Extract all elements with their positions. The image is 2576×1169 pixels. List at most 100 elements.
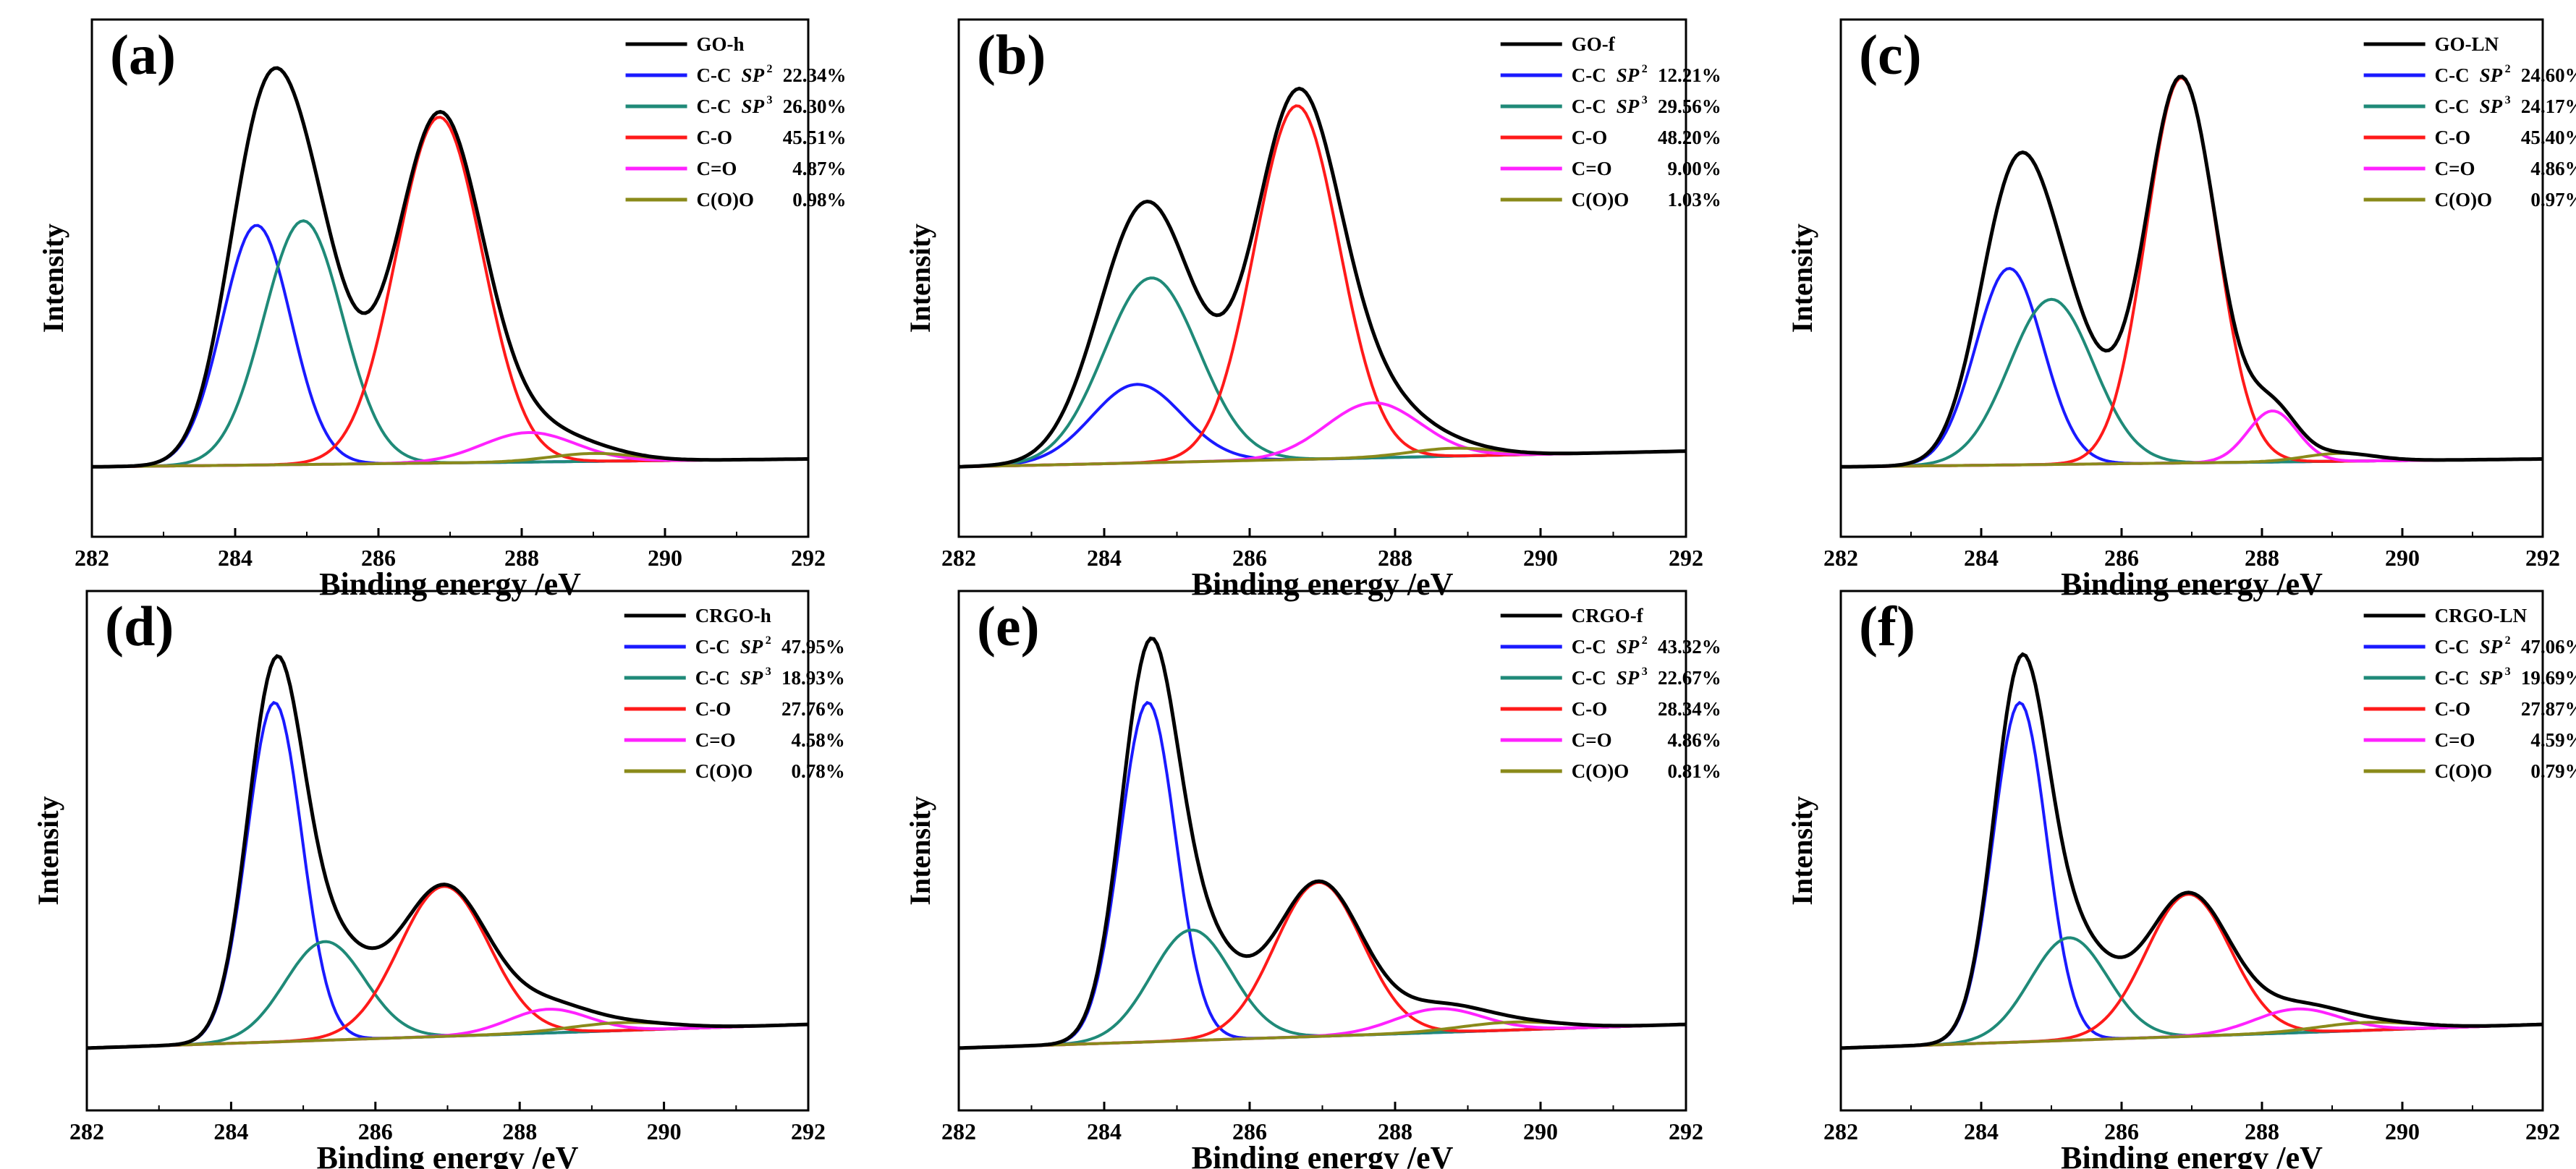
x-tick-label: 288 (504, 545, 539, 571)
legend-value: 29.56% (1658, 95, 1721, 117)
x-tick-label: 290 (1523, 545, 1558, 571)
panel-b: 282 284 286 288 290 292 Binding energy /eV Inte… (904, 18, 1721, 602)
panel-e: 282 284 286 288 290 292 Binding energy /eV Inte… (904, 590, 1721, 1169)
legend-value: 0.78% (792, 760, 845, 782)
legend-value: 48.20% (1658, 127, 1721, 148)
x-tick-label: 292 (791, 1118, 826, 1144)
x-tick-label: 286 (2104, 1118, 2139, 1144)
legend-orbital-label: SP (1617, 95, 1640, 117)
legend-superscript: 3 (2505, 94, 2511, 106)
panel-label: (b) (977, 23, 1046, 86)
peak-sp3-line (1841, 297, 2543, 469)
legend-value: 12.21% (1658, 64, 1721, 86)
legend-label: GO-f (1572, 33, 1616, 55)
legend-superscript: 3 (767, 94, 773, 106)
legend-value: 18.93% (781, 667, 845, 689)
x-tick-label: 288 (1378, 1118, 1412, 1144)
envelope-line (958, 636, 1687, 1050)
legend-value: 0.79% (2530, 760, 2576, 782)
legend-label: C-C (697, 95, 732, 117)
legend-label: C-C (1572, 95, 1606, 117)
x-tick-label: 290 (2385, 545, 2420, 571)
peak-co-line (86, 885, 809, 1050)
legend-value: 26.30% (783, 95, 847, 117)
legend-orbital-label: SP (2480, 667, 2503, 689)
x-tick-label: 286 (1232, 545, 1267, 571)
legend-label: C=O (695, 729, 736, 751)
legend-orbital-label: SP (2480, 95, 2503, 117)
x-tick-label: 282 (69, 1118, 104, 1144)
legend-superscript: 3 (2505, 666, 2511, 678)
legend-label: C-C (697, 64, 732, 86)
y-axis-label: Intensity (1786, 796, 1818, 905)
x-tick-label: 284 (218, 545, 253, 571)
x-tick-label: 292 (791, 545, 826, 571)
panel-a: 282 284 286 288 290 292 Binding energy /eV Inte… (37, 18, 847, 602)
x-tick-label: 284 (1087, 1118, 1122, 1144)
x-axis-label: Binding energy /eV (1192, 566, 1454, 602)
legend-value: 27.87% (2521, 698, 2576, 720)
x-tick-label: 290 (648, 545, 682, 571)
legend-superscript: 3 (1642, 666, 1648, 678)
legend-label: C(O)O (695, 760, 753, 782)
legend-value: 9.00% (1667, 158, 1721, 179)
legend-value: 47.95% (781, 636, 845, 658)
panel-label: (f) (1859, 595, 1915, 658)
x-tick-label: 288 (2245, 545, 2279, 571)
y-axis-label: Intensity (904, 224, 936, 333)
legend-label: C(O)O (1572, 189, 1629, 211)
legend-label: C=O (1572, 158, 1612, 179)
legend-label: CRGO-LN (2435, 605, 2528, 626)
x-tick-label: 282 (941, 1118, 976, 1144)
legend-superscript: 2 (2505, 63, 2511, 75)
legend-value: 27.76% (781, 698, 845, 720)
legend-label: C-C (1572, 636, 1606, 658)
legend-value: 19.69% (2521, 667, 2576, 689)
legend-orbital-label: SP (742, 64, 765, 86)
x-tick-label: 284 (213, 1118, 248, 1144)
legend-label: C-C (2435, 636, 2470, 658)
legend-value: 45.51% (783, 127, 847, 148)
legend-value: 4.86% (2530, 158, 2576, 179)
x-tick-label: 292 (2525, 1118, 2560, 1144)
legend-orbital-label: SP (1617, 667, 1640, 689)
x-axis-label: Binding energy /eV (319, 566, 581, 602)
peak-ceo-line (86, 1008, 809, 1050)
legend-label: C-C (2435, 64, 2470, 86)
panel-d: 282 284 286 288 290 292 Binding energy /eV Inte… (32, 590, 845, 1169)
legend-value: 0.81% (1667, 760, 1721, 782)
legend-label: C-O (1572, 127, 1608, 148)
legend-orbital-label: SP (1617, 636, 1640, 658)
legend-orbital-label: SP (742, 95, 765, 117)
peak-sp3-line (86, 940, 809, 1050)
legend-label: C=O (697, 158, 737, 179)
y-axis-label: Intensity (32, 796, 64, 905)
legend-label: C-C (695, 636, 730, 658)
legend-orbital-label: SP (2480, 64, 2503, 86)
x-tick-label: 282 (1823, 545, 1858, 571)
x-tick-label: 282 (941, 545, 976, 571)
x-tick-label: 286 (361, 545, 396, 571)
x-axis-label: Binding energy /eV (317, 1140, 579, 1169)
peak-ceo-line (958, 401, 1687, 469)
legend-superscript: 2 (1642, 63, 1648, 75)
peak-ceo-line (1840, 1007, 2543, 1050)
peak-cooo-line (958, 446, 1687, 469)
legend-value: 28.34% (1658, 698, 1721, 720)
legend-label: C(O)O (2435, 189, 2492, 211)
envelope-line (92, 66, 808, 469)
legend-label: GO-LN (2435, 33, 2499, 55)
legend-value: 47.06% (2521, 636, 2576, 658)
legend-superscript: 2 (2505, 634, 2511, 647)
legend-value: 22.67% (1658, 667, 1721, 689)
peak-sp2-line (1840, 700, 2543, 1050)
peak-sp2-line (92, 224, 808, 469)
x-tick-label: 292 (1669, 1118, 1703, 1144)
legend-value: 45.40% (2521, 127, 2576, 148)
legend-superscript: 2 (766, 634, 771, 647)
x-tick-label: 290 (1523, 1118, 1558, 1144)
x-tick-label: 286 (2104, 545, 2139, 571)
peak-sp3-line (92, 219, 808, 469)
legend-label: C-C (695, 667, 730, 689)
